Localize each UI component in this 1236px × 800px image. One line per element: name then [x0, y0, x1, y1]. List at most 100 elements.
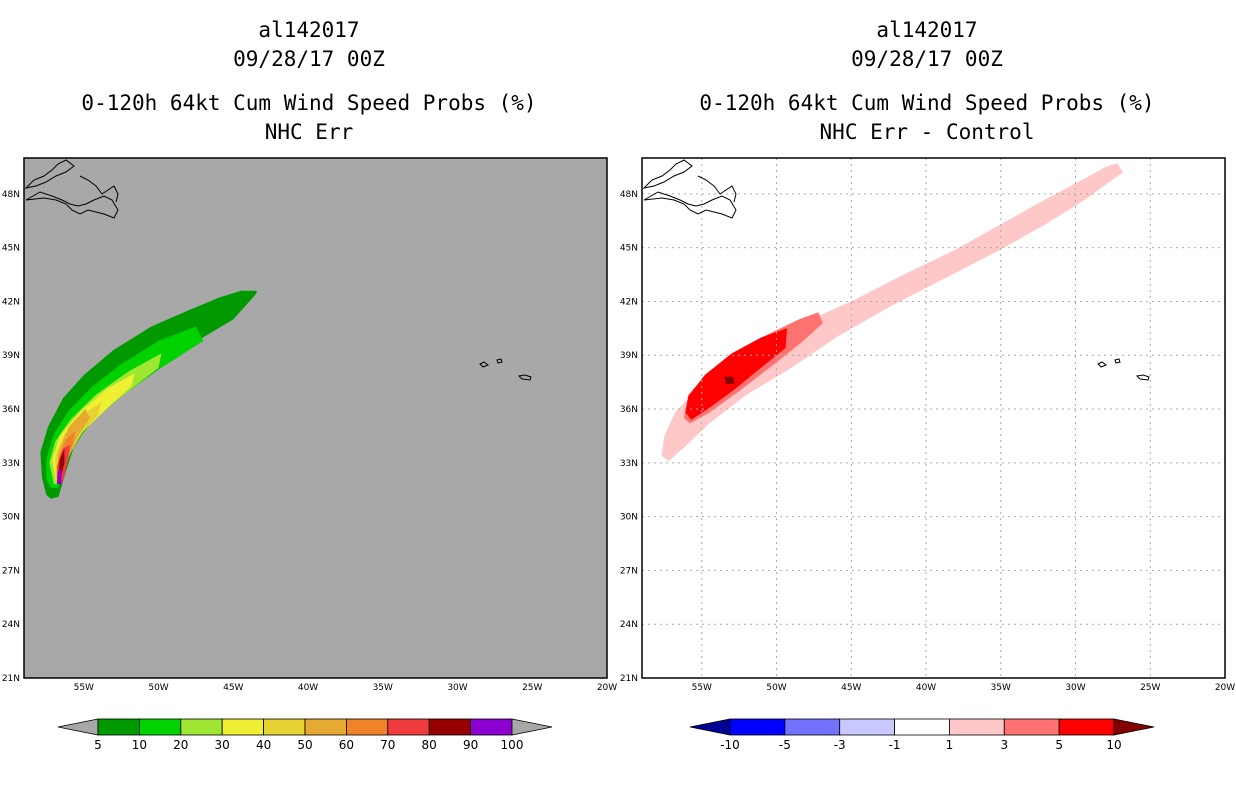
left-colorbar-under-arrow: [57, 718, 99, 736]
right-lat-label: 21N: [620, 674, 638, 684]
left-coast-detail: [79, 175, 119, 203]
left-lat-label: 36N: [2, 405, 20, 415]
left-azores-3: [517, 374, 532, 381]
left-colorbar-label: 10: [132, 738, 147, 752]
right-colorbar-label: -5: [779, 738, 791, 752]
left-title-line-1: al142017: [258, 18, 359, 42]
right-labrador-coast: [642, 159, 693, 189]
left-lon-labels: 55W 50W 45W 40W 35W 30W 25W 20W: [74, 683, 618, 693]
right-lon-label: 45W: [841, 683, 861, 693]
left-lat-label: 45N: [2, 244, 20, 254]
right-lat-label: 27N: [620, 566, 638, 576]
right-lon-labels: 55W 50W 45W 40W 35W 30W 25W 20W: [692, 683, 1236, 693]
left-title-line-2: 09/28/17 00Z: [233, 47, 385, 71]
left-colorbar-box: [263, 718, 306, 736]
left-title-line-3: 0-120h 64kt Cum Wind Speed Probs (%): [81, 91, 536, 115]
right-title-line-3: 0-120h 64kt Cum Wind Speed Probs (%): [699, 91, 1154, 115]
left-lat-label: 33N: [2, 459, 20, 469]
left-colorbar-box: [180, 718, 223, 736]
right-lon-label: 35W: [991, 683, 1011, 693]
left-colorbar-box: [138, 718, 182, 736]
left-colorbar-box: [428, 718, 472, 736]
left-title: al142017 09/28/17 00Z 0-120h 64kt Cum Wi…: [81, 18, 536, 144]
left-colorbar-label: 100: [501, 738, 524, 752]
right-title: al142017 09/28/17 00Z 0-120h 64kt Cum Wi…: [699, 18, 1154, 144]
right-lat-label: 39N: [620, 351, 638, 361]
right-coastlines: [642, 159, 1150, 381]
right-lat-label: 42N: [620, 297, 638, 307]
right-contour-1: [661, 163, 1124, 461]
left-colorbar-label: 40: [256, 738, 271, 752]
right-colorbar-under-arrow: [689, 718, 731, 736]
left-map-frame: [23, 157, 608, 679]
left-lat-label: 30N: [2, 513, 20, 523]
left-coastlines: [24, 159, 532, 381]
left-lat-label: 42N: [2, 297, 20, 307]
left-probability-contours: [40, 290, 258, 499]
left-colorbar-label: 70: [380, 738, 395, 752]
right-panel: al142017 09/28/17 00Z 0-120h 64kt Cum Wi…: [620, 18, 1235, 752]
left-colorbar-label: 50: [297, 738, 312, 752]
left-lon-label: 40W: [298, 683, 318, 693]
right-newfoundland-coast: [643, 191, 737, 219]
right-colorbar-label: 5: [1055, 738, 1063, 752]
right-map-background: [642, 158, 1225, 678]
left-colorbar: 5 10 20 30 40 50 60 70 80 90 100: [57, 718, 553, 752]
left-title-line-4: NHC Err: [265, 120, 354, 144]
right-azores-2: [1114, 358, 1121, 364]
right-colorbar-box: [1003, 718, 1060, 736]
right-title-line-1: al142017: [876, 18, 977, 42]
left-colorbar-box: [470, 718, 513, 736]
left-labrador-coast: [24, 159, 75, 189]
left-lon-label: 30W: [447, 683, 467, 693]
right-colorbar-label: 10: [1106, 738, 1121, 752]
left-colorbar-over-arrow: [511, 718, 553, 736]
left-colorbar-box: [345, 718, 389, 736]
left-colorbar-box: [304, 718, 347, 736]
left-newfoundland-coast: [25, 191, 119, 219]
right-lat-label: 24N: [620, 620, 638, 630]
right-colorbar-label: -1: [889, 738, 901, 752]
right-gridlines: [642, 158, 1225, 678]
left-lon-label: 45W: [223, 683, 243, 693]
left-lon-label: 55W: [74, 683, 94, 693]
right-lon-label: 50W: [766, 683, 786, 693]
right-map-frame: [641, 157, 1226, 679]
right-lon-label: 55W: [692, 683, 712, 693]
left-panel: al142017 09/28/17 00Z 0-120h 64kt Cum Wi…: [2, 18, 617, 752]
left-lat-label: 48N: [2, 190, 20, 200]
right-contour-10: [724, 376, 735, 384]
left-colorbar-label: 30: [215, 738, 230, 752]
right-azores-3: [1135, 374, 1150, 381]
left-lat-labels: 48N 45N 42N 39N 36N 33N 30N 27N 24N 21N: [2, 190, 20, 684]
left-colorbar-box: [97, 718, 140, 736]
left-colorbar-label: 90: [463, 738, 478, 752]
left-azores-1: [479, 361, 490, 368]
left-colorbar-label: 80: [422, 738, 437, 752]
left-map-background: [24, 158, 607, 678]
right-lat-label: 30N: [620, 513, 638, 523]
right-colorbar-box: [949, 718, 1005, 736]
left-lon-label: 35W: [373, 683, 393, 693]
right-colorbar-box: [784, 718, 841, 736]
right-contour-5: [685, 328, 787, 420]
right-lon-label: 40W: [916, 683, 936, 693]
right-lon-label: 20W: [1215, 683, 1235, 693]
left-lat-label: 21N: [2, 674, 20, 684]
left-contour-20: [49, 353, 162, 485]
left-colorbar-label: 5: [94, 738, 102, 752]
left-lat-label: 27N: [2, 566, 20, 576]
right-difference-contours: [661, 163, 1124, 461]
right-lat-label: 33N: [620, 459, 638, 469]
right-lat-labels: 48N 45N 42N 39N 36N 33N 30N 27N 24N 21N: [620, 190, 638, 684]
right-colorbar-box: [729, 718, 786, 736]
right-title-line-4: NHC Err - Control: [820, 120, 1035, 144]
left-contour-80: [58, 448, 65, 476]
right-lon-label: 25W: [1140, 683, 1160, 693]
right-colorbar-label: 3: [1000, 738, 1008, 752]
left-lon-label: 50W: [148, 683, 168, 693]
left-colorbar-box: [221, 718, 264, 736]
right-colorbar: -10 -5 -3 -1 1 3 5 10: [689, 718, 1155, 752]
right-azores-1: [1097, 361, 1108, 368]
